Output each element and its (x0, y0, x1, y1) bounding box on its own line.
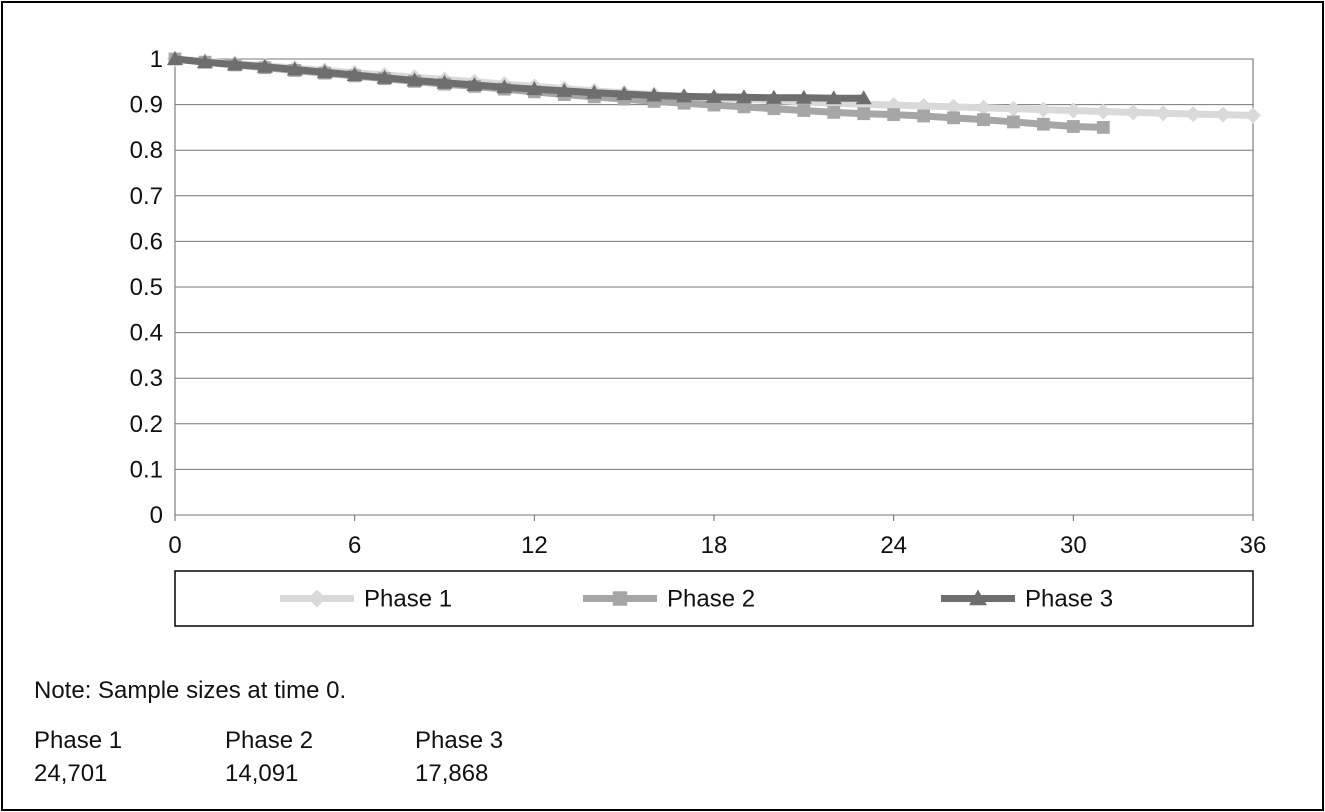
legend-marker-phase-1 (308, 589, 326, 608)
y-tick-label: 0.2 (130, 411, 163, 438)
x-tick-label: 0 (168, 532, 181, 559)
data-point-phase-3 (226, 56, 243, 71)
note-col2-label: Phase 2 (225, 727, 314, 754)
data-point-phase-2 (857, 107, 871, 121)
legend-label-phase-2: Phase 2 (667, 586, 755, 613)
data-point-phase-1 (945, 98, 962, 115)
y-tick-label: 0.9 (130, 92, 163, 119)
note-col3-label: Phase 3 (415, 727, 504, 754)
series-line-phase-3 (174, 55, 864, 102)
data-point-phase-3 (855, 90, 872, 105)
legend-label-phase-3: Phase 3 (1025, 586, 1113, 613)
data-point-phase-1 (1065, 102, 1082, 119)
data-point-phase-3 (196, 54, 213, 69)
data-point-phase-3 (616, 86, 633, 101)
y-tick-label: 0.4 (130, 320, 163, 347)
legend-marker-phase-2 (612, 591, 628, 606)
note-col2-value: 14,091 (225, 760, 299, 787)
data-point-phase-2 (947, 111, 960, 125)
y-tick-label: 0.7 (130, 183, 163, 210)
y-tick-label: 0.1 (130, 456, 163, 483)
legend-label-phase-1: Phase 1 (364, 586, 452, 613)
data-point-phase-2 (1036, 117, 1050, 131)
data-point-phase-3 (286, 61, 303, 76)
data-point-phase-3 (526, 81, 543, 96)
data-point-phase-3 (316, 64, 333, 79)
data-point-phase-3 (706, 88, 722, 103)
data-point-phase-2 (827, 105, 841, 119)
data-point-phase-1 (975, 99, 992, 116)
y-tick-label: 0.3 (130, 365, 163, 392)
data-point-phase-2 (977, 113, 990, 127)
data-point-phase-2 (1007, 115, 1020, 129)
legend-marker-phase-3 (969, 589, 987, 606)
x-tick-label: 24 (880, 532, 907, 559)
data-point-phase-3 (256, 58, 273, 73)
data-point-phase-1 (1155, 105, 1172, 122)
data-point-phase-1 (1035, 101, 1052, 118)
data-point-phase-1 (1095, 103, 1112, 120)
legend-box (174, 570, 1254, 627)
data-point-phase-3 (436, 74, 453, 89)
data-point-phase-3 (496, 79, 513, 94)
data-point-phase-2 (887, 108, 901, 122)
data-point-phase-1 (1125, 104, 1142, 121)
x-tick-label: 18 (701, 532, 728, 559)
data-point-phase-3 (376, 69, 393, 84)
data-point-phase-1 (1215, 106, 1232, 123)
data-point-phase-1 (1185, 106, 1202, 123)
y-tick-label: 0.6 (130, 228, 163, 255)
data-point-phase-3 (646, 87, 663, 102)
y-tick-label: 1 (150, 46, 163, 73)
data-point-phase-3 (735, 89, 752, 104)
data-point-phase-2 (767, 102, 781, 116)
note-col3-value: 17,868 (415, 760, 489, 787)
data-point-phase-3 (825, 90, 842, 105)
data-point-phase-3 (406, 72, 423, 87)
survival-chart: 0 0.1 0.2 0.3 0.4 0.5 0.6 0.7 0.8 0.9 1 0 6 12 18 24 30 3… (130, 46, 1267, 627)
data-point-phase-2 (737, 100, 751, 114)
data-point-phase-3 (556, 82, 573, 97)
data-point-phase-1 (1005, 100, 1022, 117)
y-tick-label: 0.5 (130, 274, 163, 301)
y-tick-label: 0.8 (130, 137, 163, 164)
data-point-phase-2 (917, 109, 931, 123)
data-point-phase-2 (1096, 121, 1110, 134)
x-tick-label: 6 (348, 532, 361, 559)
data-point-phase-3 (676, 88, 693, 103)
y-tick-label: 0 (150, 502, 163, 529)
note-col1-label: Phase 1 (34, 727, 123, 754)
data-point-phase-3 (765, 89, 782, 104)
data-point-phase-3 (795, 89, 812, 104)
data-point-phase-3 (466, 76, 483, 91)
data-point-phase-1 (1245, 107, 1261, 124)
x-tick-label: 30 (1060, 532, 1087, 559)
x-tick-label: 12 (521, 532, 548, 559)
data-point-phase-2 (797, 104, 811, 117)
note-text: Note: Sample sizes at time 0. (34, 677, 347, 704)
note-col1-value: 24,701 (34, 760, 108, 787)
data-point-phase-3 (167, 51, 183, 65)
data-point-phase-3 (346, 66, 363, 81)
data-point-phase-3 (586, 84, 603, 99)
data-point-phase-2 (1066, 120, 1080, 133)
x-tick-label: 36 (1240, 532, 1267, 559)
